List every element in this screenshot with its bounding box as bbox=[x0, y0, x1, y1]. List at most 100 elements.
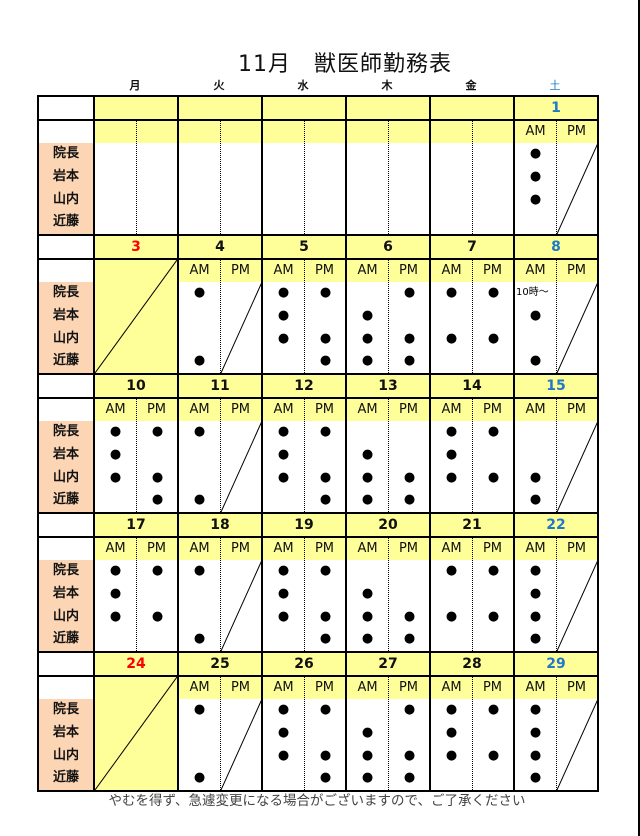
day-body: AM PM ● ● ● ● ● bbox=[347, 399, 429, 512]
day-cell: AM PM ● ● ● ● ● bbox=[429, 675, 515, 792]
pm-label: PM bbox=[314, 680, 335, 695]
am-label bbox=[95, 121, 136, 143]
date-cell: 11 bbox=[177, 373, 263, 399]
day-cell: AM PM ● ● bbox=[177, 258, 263, 375]
attendance-mark bbox=[431, 767, 472, 790]
pm-label: PM bbox=[482, 402, 503, 417]
date-cell: 15 bbox=[513, 373, 599, 399]
day-body bbox=[431, 121, 513, 234]
attendance-mark: ● bbox=[319, 747, 332, 763]
am-column: ● ● ● ● bbox=[515, 699, 556, 790]
date-cell bbox=[261, 95, 347, 121]
staff-name: 近藤 bbox=[52, 492, 79, 508]
day-body bbox=[263, 121, 345, 234]
attendance-mark bbox=[473, 767, 514, 790]
attendance-mark bbox=[389, 722, 430, 745]
pm-column bbox=[221, 143, 262, 234]
attendance-mark bbox=[431, 583, 472, 606]
pm-label: PM bbox=[314, 402, 335, 417]
pm-column bbox=[557, 699, 598, 790]
day-cell: AM PM ● ● ● ● ● ● bbox=[345, 258, 431, 375]
pm-column: ● ● bbox=[473, 282, 514, 373]
pm-label: PM bbox=[230, 402, 251, 417]
day-cell bbox=[93, 675, 179, 792]
pm-label: PM bbox=[482, 680, 503, 695]
pm-column: ● ● bbox=[389, 421, 430, 512]
staff-label-cell: 院長 岩本 山内 近藤 bbox=[37, 258, 95, 375]
am-column: ● ● ● bbox=[95, 560, 136, 651]
ampm-divider bbox=[136, 121, 137, 234]
attendance-mark bbox=[95, 628, 136, 651]
ampm-divider bbox=[304, 121, 305, 234]
staff-name: 山内 bbox=[52, 747, 79, 763]
day-body: AM PM ● ● bbox=[179, 677, 261, 790]
week-date-row: 1 bbox=[37, 95, 599, 121]
am-label: AM bbox=[357, 541, 378, 556]
am-column bbox=[263, 143, 304, 234]
pm-closed-diagonal bbox=[221, 560, 262, 651]
staff-name: 近藤 bbox=[52, 770, 79, 786]
attendance-mark: ● bbox=[361, 469, 374, 485]
date-cell bbox=[429, 95, 515, 121]
attendance-mark: ● bbox=[487, 330, 500, 346]
attendance-mark bbox=[473, 350, 514, 373]
pm-label bbox=[136, 121, 177, 143]
staff-label-cell: 院長 岩本 山内 近藤 bbox=[37, 536, 95, 653]
day-body: AM PM ● ● ● ● ● ● bbox=[347, 260, 429, 373]
ampm-divider bbox=[304, 399, 305, 512]
attendance-mark bbox=[137, 444, 178, 467]
am-label bbox=[179, 121, 220, 143]
attendance-mark: ● bbox=[529, 469, 542, 485]
attendance-mark bbox=[263, 489, 304, 512]
am-label: AM bbox=[189, 402, 210, 417]
staff-label-cell: 院長 岩本 山内 近藤 bbox=[37, 675, 95, 792]
date-cell: 13 bbox=[345, 373, 431, 399]
attendance-mark: ● bbox=[487, 702, 500, 717]
pm-label: PM bbox=[314, 263, 335, 278]
staff-labels: 院長 岩本 山内 近藤 bbox=[39, 538, 93, 651]
pm-column bbox=[557, 143, 598, 234]
ampm-header: AM PM bbox=[95, 399, 177, 421]
ampm-divider bbox=[472, 538, 473, 651]
attendance-mark: ● bbox=[193, 424, 206, 439]
date-cell: 19 bbox=[261, 512, 347, 538]
attendance-mark: ● bbox=[361, 585, 374, 601]
ampm-divider bbox=[388, 677, 389, 790]
attendance-mark: ● bbox=[529, 724, 542, 740]
staff-name: 山内 bbox=[52, 608, 79, 624]
pm-closed-diagonal bbox=[221, 699, 262, 790]
date-cell bbox=[177, 95, 263, 121]
attendance-mark: ● bbox=[277, 307, 290, 323]
date-cell: 12 bbox=[261, 373, 347, 399]
shift-note: 10時～ bbox=[516, 287, 549, 298]
day-body: AM PM ● ● ● ● bbox=[431, 538, 513, 651]
attendance-mark: ● bbox=[403, 747, 416, 763]
staff-name: 院長 bbox=[52, 146, 79, 161]
day-body bbox=[95, 121, 177, 234]
attendance-mark bbox=[473, 489, 514, 512]
pm-closed-diagonal bbox=[557, 282, 598, 373]
attendance-mark: ● bbox=[529, 168, 542, 184]
date-cell: 3 bbox=[93, 234, 179, 260]
attendance-mark: ● bbox=[277, 608, 290, 624]
staff-label-spacer bbox=[39, 538, 93, 560]
am-column: ● ● ● bbox=[431, 699, 472, 790]
attendance-mark bbox=[305, 583, 346, 606]
am-label bbox=[263, 121, 304, 143]
pm-column bbox=[389, 143, 430, 234]
pm-column bbox=[221, 560, 262, 651]
attendance-mark: ● bbox=[319, 563, 332, 578]
am-label: AM bbox=[525, 541, 546, 556]
pm-closed-diagonal bbox=[557, 560, 598, 651]
week-label-blank bbox=[37, 234, 95, 260]
weekday-sat: 土 bbox=[549, 79, 561, 92]
attendance-mark bbox=[389, 444, 430, 467]
attendance-mark: ● bbox=[529, 608, 542, 624]
attendance-mark: ● bbox=[361, 631, 374, 647]
attendance-mark: ● bbox=[319, 631, 332, 647]
attendance-mark: ● bbox=[403, 285, 416, 300]
am-column: ● ● ● bbox=[263, 421, 304, 512]
am-column: ● ● ● bbox=[263, 699, 304, 790]
am-label: AM bbox=[441, 402, 462, 417]
attendance-mark: ● bbox=[361, 353, 374, 369]
